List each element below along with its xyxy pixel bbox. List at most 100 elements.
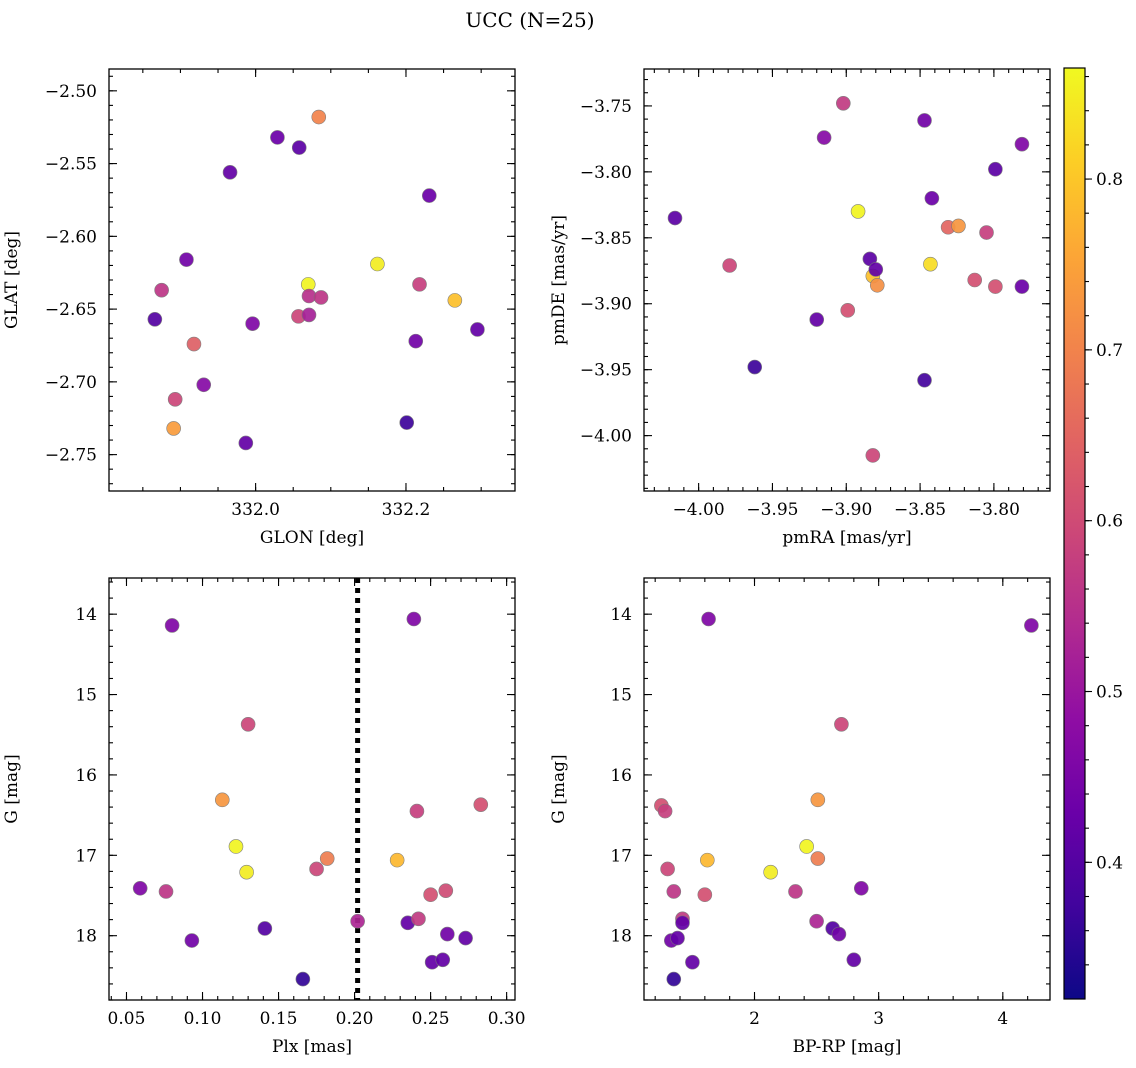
y-tick-label: −2.70 xyxy=(45,373,97,393)
y-tick-label: 18 xyxy=(610,927,632,947)
scatter-point xyxy=(166,421,181,436)
scatter-point xyxy=(257,921,273,936)
scatter-point xyxy=(399,415,415,430)
scatter-point xyxy=(301,307,317,323)
scatter-point xyxy=(799,839,814,854)
scatter-point xyxy=(967,272,983,288)
scatter-point xyxy=(240,716,256,732)
scatter-point xyxy=(291,140,307,155)
x-tick-label: 2 xyxy=(749,1009,760,1029)
panel-frame xyxy=(643,577,1051,1001)
x-tick-label: 3 xyxy=(873,1009,884,1029)
x-tick-label: −4.00 xyxy=(673,500,725,520)
scatter-point xyxy=(458,930,473,946)
x-tick-label: 0.25 xyxy=(412,1009,450,1029)
scatter-point xyxy=(167,392,183,407)
colorbar-gradient xyxy=(1063,67,1086,1000)
panel-frame xyxy=(643,68,1051,492)
scatter-point xyxy=(154,282,169,298)
scatter-point xyxy=(840,303,856,318)
xlabel: Plx [mas] xyxy=(272,1037,352,1057)
scatter-point xyxy=(666,971,682,987)
scatter-point xyxy=(816,130,832,145)
scatter-point xyxy=(311,109,327,125)
y-tick-label: 17 xyxy=(75,846,97,866)
scatter-point xyxy=(831,926,847,942)
scatter-point xyxy=(810,792,826,808)
y-tick-label: −3.85 xyxy=(580,229,632,249)
scatter-point xyxy=(411,911,426,927)
panel-frame xyxy=(108,577,516,1001)
colorbar-tick-label: 0.7 xyxy=(1096,341,1123,361)
panel-plx-g: 0.05 0.10 0.15 0.20 0.25 0.30 14 15 16 17 18 Plx [… xyxy=(2,577,526,1057)
scatter-point xyxy=(440,926,455,942)
panel-frame xyxy=(108,68,516,492)
xlabel: BP-RP [mag] xyxy=(793,1037,902,1057)
y-tick-label: 14 xyxy=(75,605,97,625)
x-tick-label: −3.80 xyxy=(968,500,1020,520)
scatter-point xyxy=(1024,618,1039,633)
scatter-point xyxy=(763,864,778,880)
scatter-point xyxy=(700,852,715,868)
y-tick-label: 15 xyxy=(610,686,632,706)
x-tick-label: −3.90 xyxy=(820,500,872,520)
scatter-point xyxy=(132,880,148,896)
scatter-point xyxy=(788,884,803,899)
scatter-point xyxy=(951,218,966,234)
scatter-point xyxy=(836,95,851,111)
scatter-point xyxy=(309,861,324,877)
scatter-point xyxy=(470,322,485,337)
colorbar: 0.4 0.5 0.6 0.7 0.8 xyxy=(1063,67,1123,1000)
panel-pmra-pmde: −4.00 −3.95 −3.90 −3.85 −3.80 −3.75 −3.80 −3.85… xyxy=(549,68,1051,548)
scatter-point xyxy=(1014,279,1030,294)
panel-bprp-g: 2 3 4 14 15 16 17 18 BP-RP [mag] G [mag] xyxy=(549,577,1051,1057)
scatter-point xyxy=(846,952,862,968)
x-tick-label: 4 xyxy=(997,1009,1008,1029)
scatter-point xyxy=(214,792,230,808)
scatter-point xyxy=(924,190,940,206)
y-tick-label: −3.80 xyxy=(580,163,632,183)
scatter-point xyxy=(868,262,884,277)
scatter-point xyxy=(438,883,454,898)
scatter-point xyxy=(747,359,763,375)
y-tick-label: −3.95 xyxy=(580,361,632,381)
scatter-point xyxy=(421,188,437,203)
scatter-point xyxy=(917,372,932,388)
ylabel: G [mag] xyxy=(2,754,22,823)
scatter-point xyxy=(850,204,866,219)
scatter-point xyxy=(164,618,180,633)
scatter-point xyxy=(412,277,427,292)
scatter-point xyxy=(865,448,881,463)
x-tick-label: 0.05 xyxy=(108,1009,146,1029)
y-tick-label: −4.00 xyxy=(580,427,632,447)
y-tick-label: 16 xyxy=(610,766,632,786)
scatter-point xyxy=(370,256,385,272)
scatter-point xyxy=(923,256,938,272)
colorbar-tick-label: 0.4 xyxy=(1096,853,1123,873)
xlabel: GLON [deg] xyxy=(260,528,364,548)
colorbar-tick-label: 0.8 xyxy=(1096,170,1123,190)
scatter-point xyxy=(809,913,824,929)
scatter-point xyxy=(179,252,194,267)
y-tick-label: −2.60 xyxy=(45,227,97,247)
xlabel: pmRA [mas/yr] xyxy=(782,528,911,548)
scatter-point xyxy=(834,716,849,732)
x-tick-label: 0.15 xyxy=(260,1009,298,1029)
scatter-point xyxy=(147,311,163,327)
figure-title: UCC (N=25) xyxy=(465,8,594,32)
scatter-point xyxy=(406,611,422,627)
colorbar-tick-label: 0.5 xyxy=(1096,683,1123,703)
y-tick-label: −2.75 xyxy=(45,446,97,466)
y-tick-label: −3.90 xyxy=(580,295,632,315)
scatter-point xyxy=(222,165,238,180)
x-tick-label: 332.2 xyxy=(382,500,431,520)
scatter-point xyxy=(657,803,673,819)
scatter-point xyxy=(988,161,1003,177)
scatter-point xyxy=(675,915,690,931)
y-tick-label: −2.50 xyxy=(45,82,97,102)
y-tick-label: 16 xyxy=(75,766,97,786)
scatter-point xyxy=(853,880,869,896)
ylabel: G [mag] xyxy=(549,754,569,823)
y-tick-label: 15 xyxy=(75,686,97,706)
